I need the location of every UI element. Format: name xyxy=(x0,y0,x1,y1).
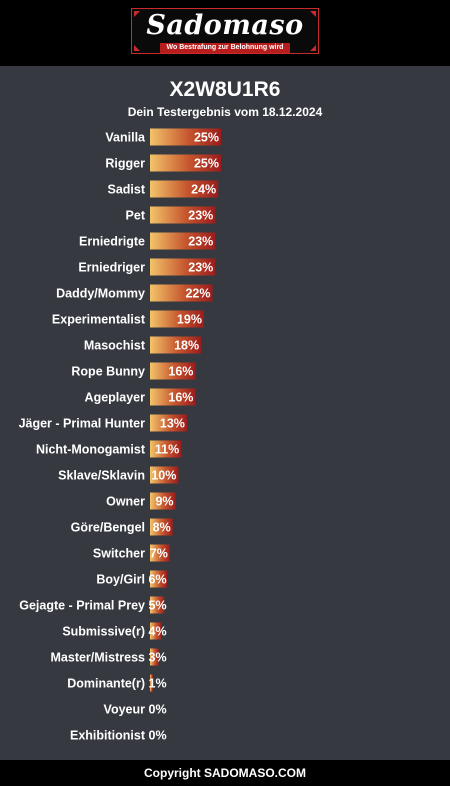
value-label: 23% xyxy=(188,261,213,275)
category-label: Sklave/Sklavin xyxy=(58,469,145,483)
corner-ornament-icon xyxy=(134,45,140,51)
category-label: Vanilla xyxy=(105,131,146,145)
category-label: Master/Mistress xyxy=(51,651,146,665)
bar xyxy=(150,622,162,640)
value-label: 13% xyxy=(160,417,185,431)
bar xyxy=(150,128,221,146)
value-label: 0% xyxy=(149,729,167,743)
footer-copyright: Copyright SADOMASO.COM xyxy=(0,760,450,786)
value-label: 22% xyxy=(185,287,210,301)
value-label: 0% xyxy=(149,703,167,717)
value-label: 11% xyxy=(155,443,179,457)
value-label: 18% xyxy=(174,339,199,353)
value-label: 1% xyxy=(149,677,167,691)
bar xyxy=(150,232,216,250)
category-label: Daddy/Mommy xyxy=(56,287,145,301)
corner-ornament-icon xyxy=(310,45,316,51)
category-label: Göre/Bengel xyxy=(71,521,145,535)
category-label: Dominante(r) xyxy=(67,677,145,691)
bar xyxy=(150,596,165,614)
category-label: Owner xyxy=(106,495,145,509)
value-label: 24% xyxy=(191,183,216,197)
category-label: Pet xyxy=(126,209,146,223)
bar xyxy=(150,180,219,198)
bar xyxy=(150,388,196,406)
bar xyxy=(150,336,202,354)
result-code: X2W8U1R6 xyxy=(169,78,281,101)
value-label: 9% xyxy=(155,495,173,509)
category-label: Erniedrigte xyxy=(79,235,145,249)
category-label: Switcher xyxy=(93,547,145,561)
value-label: 23% xyxy=(188,209,213,223)
value-label: 8% xyxy=(153,521,171,535)
category-label: Masochist xyxy=(84,339,146,353)
bar xyxy=(150,414,187,432)
category-label: Ageplayer xyxy=(85,391,146,405)
value-label: 16% xyxy=(168,391,193,405)
category-label: Submissive(r) xyxy=(62,625,145,639)
value-label: 16% xyxy=(168,365,193,379)
corner-ornament-icon xyxy=(134,11,140,17)
category-label: Nicht-Monogamist xyxy=(36,443,146,457)
bar xyxy=(150,154,221,172)
sadomaso-logo[interactable]: Sadomaso Wo Bestrafung zur Belohnung wir… xyxy=(131,8,319,54)
logo-tagline: Wo Bestrafung zur Belohnung wird xyxy=(160,43,290,53)
value-label: 6% xyxy=(149,573,167,587)
bar xyxy=(150,492,176,510)
bar xyxy=(150,466,179,484)
category-label: Rigger xyxy=(105,157,145,171)
category-label: Exhibitionist xyxy=(70,729,146,743)
bar xyxy=(150,674,153,692)
value-label: 23% xyxy=(188,235,213,249)
bar xyxy=(150,284,213,302)
category-label: Jäger - Primal Hunter xyxy=(19,417,146,431)
bar xyxy=(150,258,216,276)
category-label: Boy/Girl xyxy=(96,573,145,587)
bar xyxy=(150,570,168,588)
bar xyxy=(150,206,216,224)
header-bar: Sadomaso Wo Bestrafung zur Belohnung wir… xyxy=(0,0,450,66)
value-label: 25% xyxy=(194,157,219,171)
bar xyxy=(150,648,159,666)
value-label: 10% xyxy=(151,469,176,483)
logo-wordmark: Sadomaso xyxy=(146,10,304,41)
category-label: Sadist xyxy=(107,183,145,197)
category-label: Rope Bunny xyxy=(71,365,145,379)
value-label: 5% xyxy=(149,599,167,613)
value-label: 4% xyxy=(149,625,167,639)
value-label: 25% xyxy=(194,131,219,145)
bar xyxy=(150,518,173,536)
bar xyxy=(150,440,182,458)
result-subtitle: Dein Testergebnis vom 18.12.2024 xyxy=(127,105,323,119)
bar xyxy=(150,310,204,328)
value-label: 3% xyxy=(149,651,167,665)
bar xyxy=(150,544,170,562)
category-label: Erniedriger xyxy=(78,261,145,275)
corner-ornament-icon xyxy=(310,11,316,17)
bar xyxy=(150,362,196,380)
value-label: 19% xyxy=(177,313,202,327)
category-label: Gejagte - Primal Prey xyxy=(19,599,145,613)
category-label: Experimentalist xyxy=(52,313,146,327)
result-bar-chart: Vanilla 25% Rigger 25% Sadist 24% Pet 23% Ernied… xyxy=(19,128,221,743)
category-label: Voyeur xyxy=(104,703,146,717)
value-label: 7% xyxy=(150,547,168,561)
